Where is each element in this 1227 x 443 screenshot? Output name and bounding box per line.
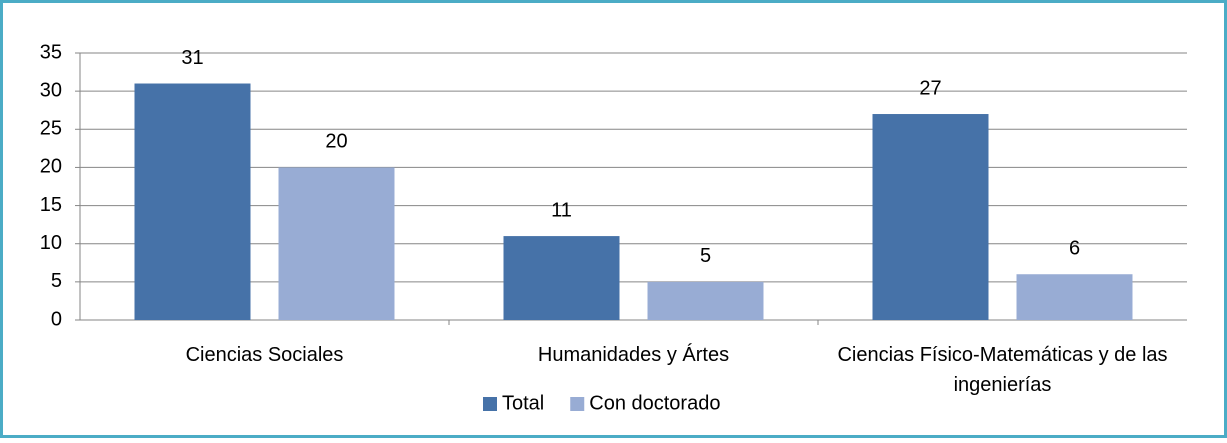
y-tick-label: 30 — [40, 79, 62, 101]
bar — [872, 114, 989, 321]
y-tick-label: 5 — [51, 270, 62, 292]
y-tick-label: 0 — [51, 308, 62, 330]
data-label: 31 — [181, 47, 203, 69]
bar — [1016, 274, 1133, 320]
legend-label: Con doctorado — [589, 392, 720, 414]
bar — [278, 167, 395, 320]
legend-label: Total — [502, 392, 544, 414]
y-tick-label: 10 — [40, 232, 62, 254]
data-label: 5 — [700, 245, 711, 267]
x-tick-label-box: Humanidades y Ártes — [537, 344, 730, 366]
bar — [503, 236, 620, 320]
legend-swatch — [570, 397, 585, 411]
y-tick-label: 35 — [40, 41, 62, 63]
x-tick-label: Ciencias Físico-Matemáticas y de las ing… — [837, 344, 1168, 396]
legend-swatch — [483, 397, 497, 411]
data-label: 20 — [325, 131, 347, 153]
data-label: 6 — [1069, 238, 1080, 260]
bar — [134, 83, 251, 320]
data-label: 27 — [919, 77, 941, 99]
data-label: 11 — [551, 199, 572, 221]
x-tick-label-box: Ciencias Físico-Matemáticas y de las ing… — [837, 344, 1168, 396]
x-tick-label-box: Ciencias Sociales — [185, 344, 344, 366]
x-tick-label: Ciencias Sociales — [185, 344, 344, 366]
x-tick-label: Humanidades y Ártes — [537, 344, 730, 366]
y-tick-label: 20 — [40, 156, 62, 178]
y-tick-label: 15 — [40, 194, 62, 216]
y-tick-label: 25 — [40, 118, 62, 140]
bar — [647, 281, 764, 320]
